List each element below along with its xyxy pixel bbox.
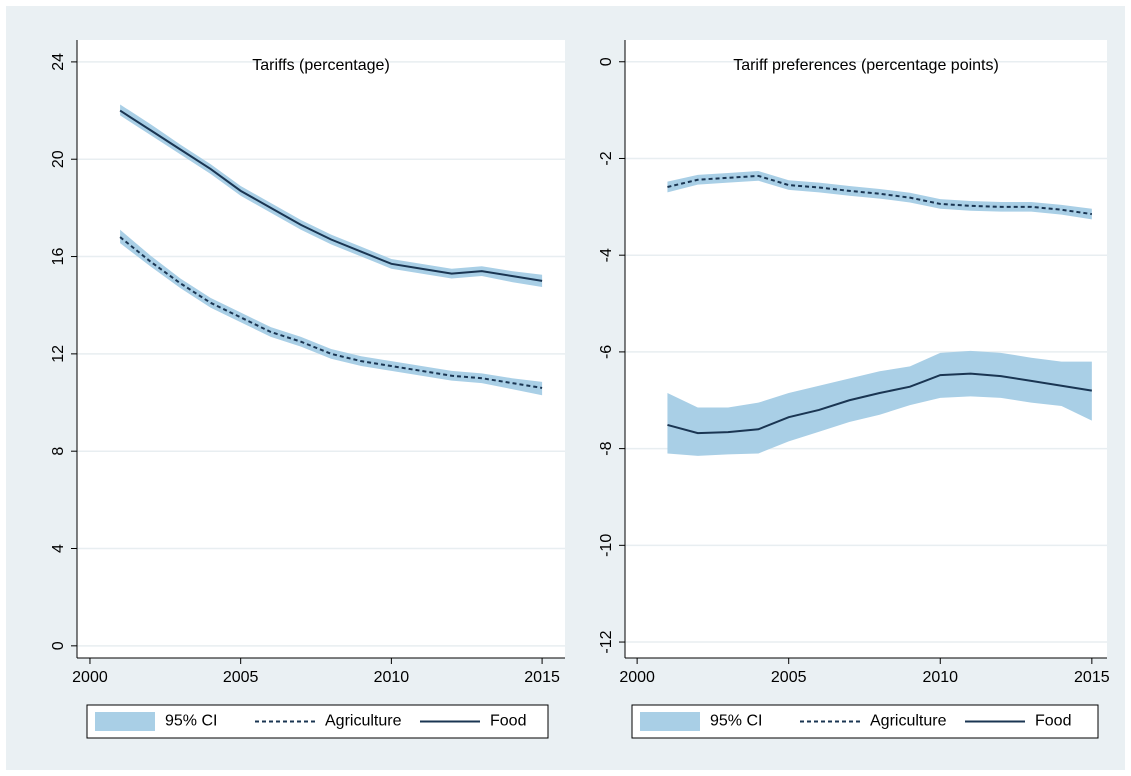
series-line	[667, 174, 1092, 216]
x-tick-label: 2010	[922, 669, 958, 686]
legend-swatch	[640, 712, 700, 731]
x-tick-label: 2000	[619, 669, 655, 686]
x-tick-label: 2010	[374, 669, 410, 686]
chart-title: Tariff preferences (percentage points)	[733, 57, 999, 74]
x-tick-label: 2005	[223, 669, 259, 686]
y-tick-label: 20	[50, 150, 67, 168]
y-tick-label: -4	[598, 248, 615, 262]
x-tick-label: 2015	[1074, 669, 1110, 686]
plot-area	[625, 40, 1107, 658]
legend-swatch	[95, 712, 155, 731]
confidence-band	[120, 229, 543, 396]
y-tick-label: -12	[598, 630, 615, 653]
y-tick-label: 16	[50, 248, 67, 266]
x-tick-label: 2005	[771, 669, 807, 686]
y-tick-label: -2	[598, 151, 615, 165]
x-tick-label: 2015	[524, 669, 560, 686]
y-tick-label: 12	[50, 345, 67, 363]
y-tick-label: -6	[598, 345, 615, 359]
series-line	[667, 372, 1092, 435]
legend-label: Agriculture	[870, 713, 947, 730]
x-tick-label: 2000	[72, 669, 108, 686]
y-tick-label: -10	[598, 534, 615, 557]
y-tick-label: 24	[50, 53, 67, 71]
legend-label: Food	[1035, 713, 1071, 730]
y-tick-label: 0	[598, 57, 615, 66]
y-tick-label: 0	[50, 641, 67, 650]
y-tick-label: -8	[598, 441, 615, 455]
legend-label: Food	[490, 713, 526, 730]
y-tick-label: 4	[50, 544, 67, 553]
series-line	[119, 109, 543, 282]
legend-label: 95% CI	[710, 713, 762, 730]
chart-title: Tariffs (percentage)	[252, 57, 390, 74]
y-tick-label: 8	[50, 447, 67, 456]
legend	[631, 704, 1099, 739]
series-line	[119, 236, 543, 389]
legend-label: Agriculture	[325, 713, 402, 730]
legend-label: 95% CI	[165, 713, 217, 730]
confidence-band	[667, 350, 1092, 456]
